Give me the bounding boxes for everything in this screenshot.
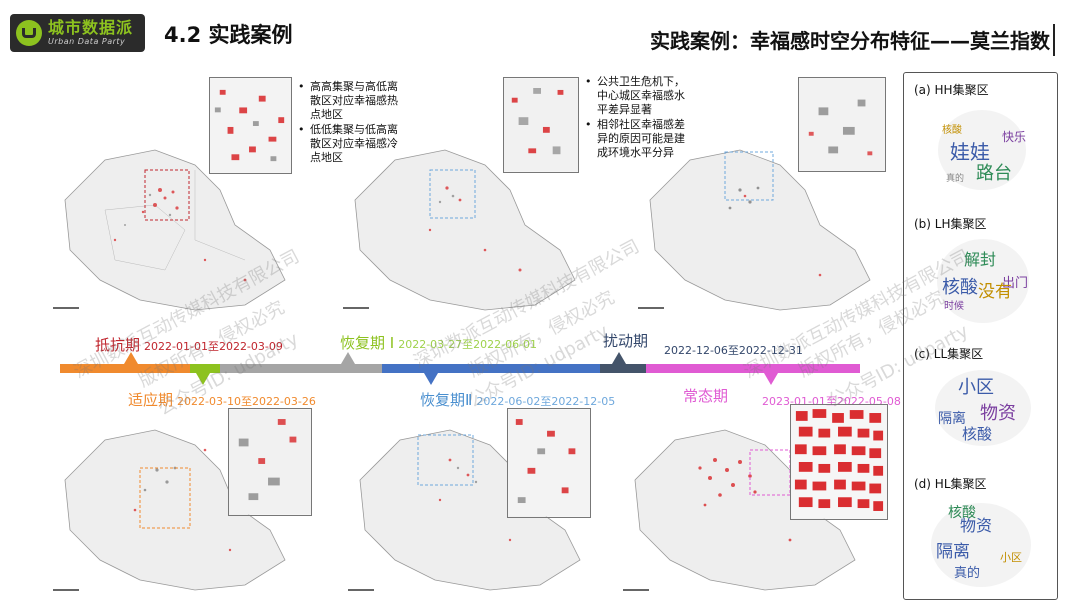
period-recover1: 恢复期 Ⅰ 2022-03-27至2022-06-01 [340, 332, 537, 353]
page-title: 实践案例：幸福感时空分布特征——莫兰指数 [650, 29, 1050, 53]
period-date: 2022-03-10至2022-03-26 [177, 395, 316, 408]
cloud-word: 核酸 [942, 277, 978, 298]
cloud-word: 路台 [976, 163, 1012, 184]
brand-logo: 城市数据派 Urban Data Party [10, 14, 145, 52]
cloud-word: 隔离 [938, 410, 966, 427]
cloud-word: 出门 [1002, 276, 1028, 291]
map-inset-top-middle [503, 77, 579, 173]
cloud-word: 小区 [1000, 551, 1022, 564]
cloud-label-hh: (a) HH集聚区 [914, 83, 989, 97]
period-name: 恢复期Ⅱ [420, 391, 473, 409]
map-bottom-middle [340, 410, 595, 600]
cloud-word: 快乐 [1002, 130, 1026, 144]
arrow-adapt [196, 373, 210, 385]
map-top-left [45, 130, 305, 320]
annotation-top-left: 高高集聚与高低离散区对应幸福感热点地区 低低集聚与低高离散区对应幸福感冷点地区 [296, 80, 400, 166]
annotation-top-middle: 公共卫生危机下，中心城区幸福感水平差异显著 相邻社区幸福感差异的原因可能是建成环… [583, 75, 695, 161]
period-disturb-date: 2022-12-06至2022-12-31 [660, 339, 803, 358]
timeline-seg-normal [646, 364, 860, 373]
period-name: 抵抗期 [95, 336, 141, 354]
cloud-word: 解封 [964, 250, 996, 269]
cloud-word: 隔离 [936, 542, 970, 562]
cloud-word: 真的 [954, 565, 980, 581]
cloud-word: 核酸 [962, 425, 992, 443]
period-name: 适应期 [128, 391, 174, 409]
map-inset-bottom-left [228, 408, 312, 516]
cloud-word: 时候 [944, 299, 964, 312]
period-date: 2022-06-02至2022-12-05 [476, 395, 616, 408]
cloud-word: 没有 [978, 282, 1012, 302]
map-bottom-right [615, 410, 880, 600]
word-cloud-hl: 物资 隔离 核酸 真的 小区 [924, 495, 1039, 595]
arrow-recover2 [424, 373, 438, 385]
logo-subtitle: Urban Data Party [48, 37, 126, 46]
period-resist: 抵抗期 2022-01-01至2022-03-09 [95, 334, 283, 355]
period-date: 2022-03-27至2022-06-01 [398, 338, 538, 351]
shanghai-map-shape [53, 149, 286, 311]
annotation-item: 相邻社区幸福感差异的原因可能是建成环境水平分异 [583, 118, 695, 160]
cloud-word: 物资 [980, 403, 1016, 424]
period-normal: 常态期 [683, 385, 728, 406]
word-cloud-panel: (a) HH集聚区 娃娃 路台 快乐 核酸 真的 (b) LH集聚区 核酸 时候… [903, 72, 1058, 600]
timeline-seg-resist [60, 364, 190, 373]
map-inset-bottom-right [790, 404, 888, 520]
timeline-seg-disturb [600, 364, 646, 373]
cloud-word: 娃娃 [950, 140, 990, 164]
period-recover2: 恢复期Ⅱ 2022-06-02至2022-12-05 [420, 389, 615, 410]
title-divider [1053, 24, 1055, 56]
map-top-right [630, 130, 885, 320]
map-inset-top-left [209, 77, 292, 174]
cloud-word: 真的 [946, 172, 964, 184]
logo-icon [16, 20, 42, 46]
period-date: 2022-01-01至2022-03-09 [144, 340, 283, 353]
map-inset-bottom-middle [507, 408, 591, 518]
cloud-label-ll: (c) LL集聚区 [914, 347, 984, 361]
arrow-normal [764, 373, 778, 385]
period-adapt: 适应期 2022-03-10至2022-03-26 [128, 389, 316, 410]
cloud-label-lh: (b) LH集聚区 [914, 217, 987, 231]
word-cloud-ll: 小区 物资 隔离 核酸 [928, 363, 1038, 453]
period-name: 恢复期 Ⅰ [340, 334, 395, 352]
timeline-seg-recover1 [220, 364, 382, 373]
annotation-item: 公共卫生危机下，中心城区幸福感水平差异显著 [583, 75, 695, 117]
word-cloud-hh: 娃娃 路台 快乐 核酸 真的 [932, 101, 1032, 199]
map-top-middle [335, 130, 590, 320]
map-inset-top-right [798, 77, 886, 172]
annotation-item: 低低集聚与低高离散区对应幸福感冷点地区 [296, 123, 400, 165]
timeline-seg-recover2 [382, 364, 600, 373]
period-name: 扰动期 [603, 332, 649, 350]
timeline [60, 364, 860, 373]
annotation-item: 高高集聚与高低离散区对应幸福感热点地区 [296, 80, 400, 122]
arrow-recover1 [341, 352, 355, 364]
word-cloud-lh: 核酸 时候 解封 出门 没有 [928, 231, 1038, 331]
period-date: 2022-12-06至2022-12-31 [664, 344, 803, 357]
cloud-word: 核酸 [948, 505, 976, 521]
arrow-disturb [612, 352, 626, 364]
period-name: 常态期 [683, 387, 729, 405]
logo-name: 城市数据派 [48, 18, 134, 37]
section-title: 4.2 实践案例 [164, 23, 293, 47]
cloud-word: 小区 [958, 377, 994, 398]
inset-map [210, 78, 291, 173]
period-disturb: 扰动期 [603, 330, 648, 351]
cloud-word: 物资 [960, 516, 992, 535]
map-bottom-left [45, 410, 305, 600]
cloud-word: 核酸 [942, 123, 962, 136]
arrow-resist [124, 352, 138, 364]
timeline-seg-adapt [190, 364, 220, 373]
cloud-label-hl: (d) HL集聚区 [914, 477, 987, 491]
